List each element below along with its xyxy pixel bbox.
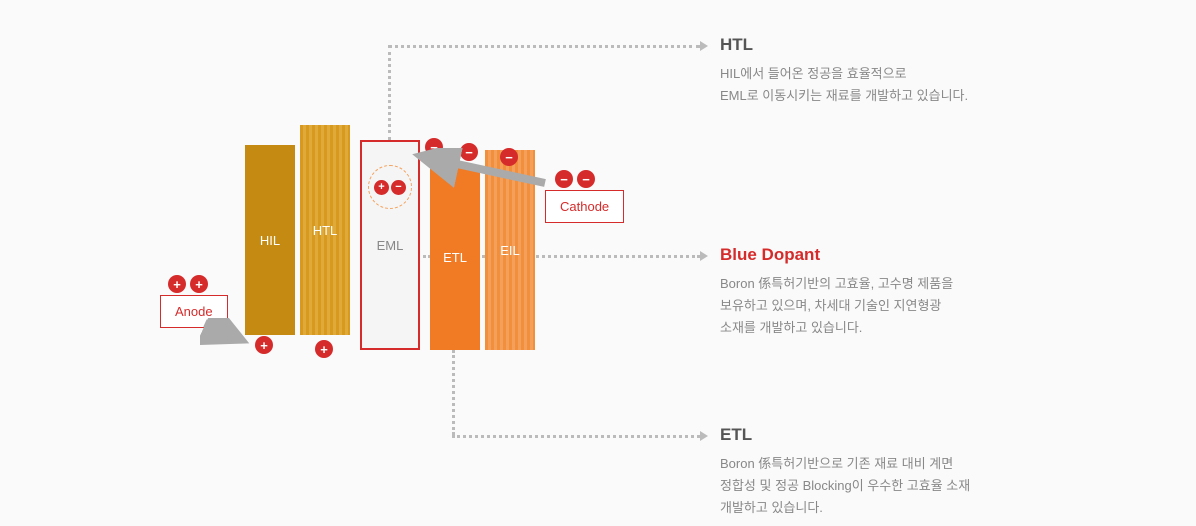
anode-label: Anode (175, 304, 213, 319)
minus-charge-icon: − (577, 170, 595, 188)
callout-etl-body: Boron 係특허기반으로 기존 재료 대비 계면정합성 및 정공 Blocki… (720, 453, 970, 519)
plus-charge-icon: + (168, 275, 186, 293)
cathode-label: Cathode (560, 199, 609, 214)
hole-flow-arrow (200, 318, 250, 348)
connector-blue-arrow (700, 251, 708, 261)
connector-htl-v (388, 45, 391, 140)
callout-etl-title: ETL (720, 425, 970, 445)
callout-blue-body: Boron 係특허기반의 고효율, 고수명 제품을보유하고 있으며, 차세대 기… (720, 273, 953, 339)
connector-etl-arrow (700, 431, 708, 441)
connector-etl-v (452, 350, 455, 435)
connector-htl-h (388, 45, 700, 48)
callout-htl: HTL HIL에서 들어온 정공을 효율적으로EML로 이동시키는 재료를 개발… (720, 35, 968, 107)
plus-charge-icon: + (190, 275, 208, 293)
minus-charge-icon: − (555, 170, 573, 188)
plus-charge-icon: + (315, 340, 333, 358)
connector-htl-arrow (700, 41, 708, 51)
callout-htl-title: HTL (720, 35, 968, 55)
layer-eil-label: EIL (500, 243, 520, 258)
callout-htl-body: HIL에서 들어온 정공을 효율적으로EML로 이동시키는 재료를 개발하고 있… (720, 63, 968, 107)
connector-etl-h (452, 435, 700, 438)
electron-flow-arrow (410, 148, 550, 188)
layer-etl-label: ETL (443, 250, 467, 265)
callout-etl: ETL Boron 係특허기반으로 기존 재료 대비 계면정합성 및 정공 Bl… (720, 425, 970, 519)
eml-recombination-circle: + − (368, 165, 412, 209)
layer-hil-label: HIL (260, 233, 280, 248)
layer-eml-label: EML (377, 238, 404, 253)
eml-minus-icon: − (391, 180, 406, 195)
callout-blue-title: Blue Dopant (720, 245, 953, 265)
eml-plus-icon: + (374, 180, 389, 195)
callout-blue-dopant: Blue Dopant Boron 係특허기반의 고효율, 고수명 제품을보유하… (720, 245, 953, 339)
electrode-cathode: Cathode (545, 190, 624, 223)
layer-hil: HIL (245, 145, 295, 335)
plus-charge-icon: + (255, 336, 273, 354)
oled-layer-diagram: HIL HTL EML ETL EIL Anode Cathode + − + … (0, 0, 1196, 526)
layer-htl: HTL (300, 125, 350, 335)
layer-etl: ETL (430, 165, 480, 350)
layer-htl-label: HTL (313, 223, 338, 238)
